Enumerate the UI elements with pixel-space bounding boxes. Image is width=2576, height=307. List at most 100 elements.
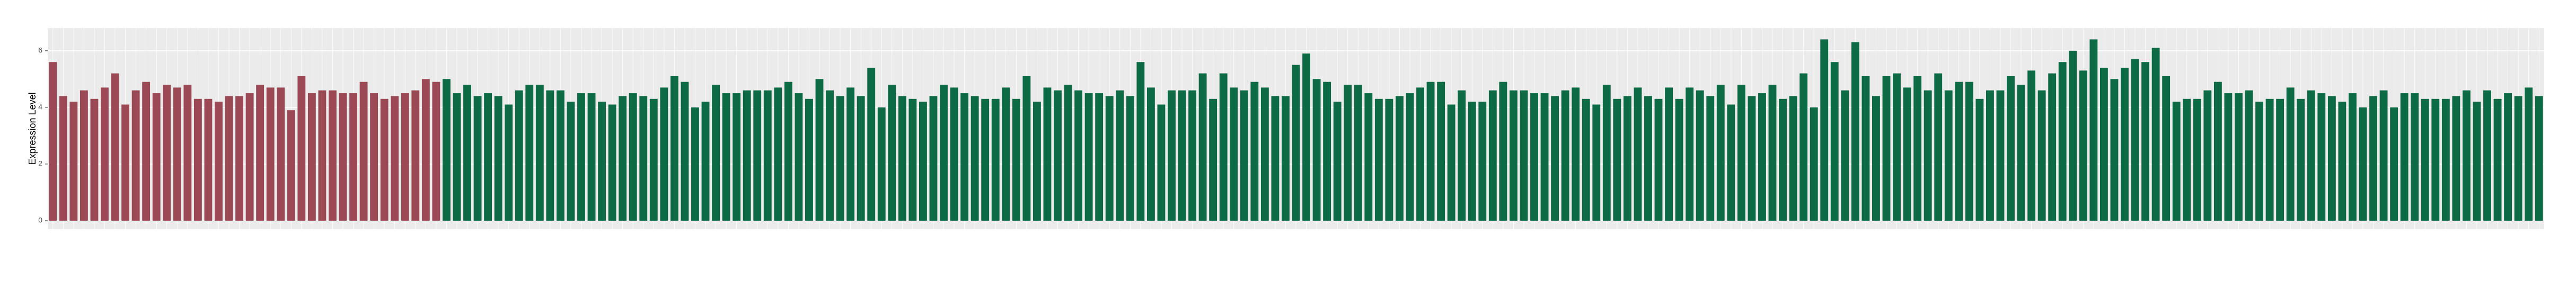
bar bbox=[307, 93, 316, 221]
y-tick-label: 4 bbox=[38, 103, 42, 111]
bar bbox=[1903, 87, 1911, 221]
bar bbox=[1602, 85, 1611, 221]
bar bbox=[1178, 90, 1186, 221]
bar bbox=[101, 87, 109, 221]
bar bbox=[1996, 90, 2005, 221]
bar bbox=[2286, 87, 2295, 221]
bar bbox=[1675, 98, 1683, 221]
bar bbox=[1789, 96, 1797, 221]
bar bbox=[2493, 98, 2502, 221]
bar bbox=[1064, 85, 1072, 221]
bar bbox=[183, 85, 192, 221]
bar bbox=[857, 96, 865, 221]
bar bbox=[225, 96, 233, 221]
bar bbox=[1074, 90, 1083, 221]
bar bbox=[1282, 96, 1290, 221]
bar bbox=[2203, 90, 2212, 221]
bar bbox=[463, 85, 471, 221]
bar bbox=[1385, 98, 1393, 221]
bar bbox=[1893, 73, 1901, 221]
bar bbox=[349, 93, 357, 221]
bar bbox=[1509, 90, 1518, 221]
bar bbox=[1447, 104, 1455, 221]
bar bbox=[1136, 62, 1145, 221]
bar bbox=[1374, 98, 1383, 221]
bar bbox=[2441, 98, 2450, 221]
bar bbox=[245, 93, 254, 221]
bar bbox=[991, 98, 1000, 221]
bar bbox=[1105, 96, 1114, 221]
bar bbox=[277, 87, 285, 221]
bar bbox=[608, 104, 616, 221]
bar bbox=[2390, 107, 2398, 221]
bar bbox=[1054, 90, 1062, 221]
bar bbox=[2421, 98, 2429, 221]
bar bbox=[1582, 98, 1590, 221]
bar bbox=[484, 93, 492, 221]
y-axis-label: Expression Level bbox=[27, 92, 38, 165]
bar bbox=[1520, 90, 1528, 221]
bar bbox=[204, 98, 213, 221]
bar bbox=[546, 90, 554, 221]
bar bbox=[898, 96, 906, 221]
bar bbox=[981, 98, 990, 221]
bar bbox=[1748, 96, 1756, 221]
bar bbox=[2058, 62, 2067, 221]
bar bbox=[421, 79, 430, 221]
bar bbox=[2327, 96, 2336, 221]
bar bbox=[1613, 98, 1621, 221]
bar bbox=[733, 93, 741, 221]
bar bbox=[2359, 107, 2367, 221]
bar bbox=[1468, 102, 1476, 221]
bar bbox=[908, 98, 917, 221]
bar bbox=[515, 90, 523, 221]
bar bbox=[1312, 79, 1321, 221]
bar bbox=[1333, 102, 1342, 221]
bar bbox=[235, 96, 243, 221]
bar bbox=[1965, 82, 1973, 221]
bar bbox=[2473, 102, 2481, 221]
bar bbox=[359, 82, 368, 221]
bar bbox=[805, 98, 813, 221]
bar bbox=[950, 87, 958, 221]
bar bbox=[1168, 90, 1176, 221]
bar bbox=[1696, 90, 1704, 221]
bar bbox=[763, 90, 772, 221]
bar bbox=[1416, 87, 1424, 221]
bar bbox=[2369, 96, 2377, 221]
bar bbox=[867, 67, 876, 221]
bar bbox=[1302, 53, 1310, 221]
bar bbox=[691, 107, 699, 221]
bar bbox=[163, 85, 171, 221]
bar bbox=[494, 96, 502, 221]
bar bbox=[1665, 87, 1673, 221]
bar bbox=[1913, 76, 1922, 221]
bar bbox=[1530, 93, 1538, 221]
bar bbox=[2514, 96, 2522, 221]
bar bbox=[722, 93, 730, 221]
bar bbox=[2193, 98, 2201, 221]
bar bbox=[2007, 76, 2015, 221]
bar bbox=[670, 76, 678, 221]
bar bbox=[2525, 87, 2533, 221]
bar bbox=[2297, 98, 2305, 221]
bar bbox=[1944, 90, 1953, 221]
bar bbox=[2151, 48, 2160, 221]
bar bbox=[753, 90, 762, 221]
bar bbox=[1810, 107, 1818, 221]
bar bbox=[535, 85, 544, 221]
bar bbox=[1592, 104, 1601, 221]
bar bbox=[1551, 96, 1559, 221]
bar bbox=[329, 90, 337, 221]
bar bbox=[629, 93, 637, 221]
bar bbox=[971, 96, 979, 221]
bar bbox=[1924, 90, 1932, 221]
bar bbox=[287, 110, 295, 221]
bar bbox=[69, 102, 78, 221]
bar bbox=[1882, 76, 1891, 221]
bar bbox=[639, 96, 648, 221]
bar bbox=[1799, 73, 1808, 221]
bar bbox=[2400, 93, 2409, 221]
bar bbox=[2265, 98, 2274, 221]
bar bbox=[795, 93, 803, 221]
